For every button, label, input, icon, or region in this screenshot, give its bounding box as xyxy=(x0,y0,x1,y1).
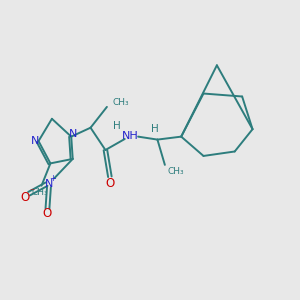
Text: CH₃: CH₃ xyxy=(112,98,129,107)
Text: N: N xyxy=(69,129,77,139)
Text: H: H xyxy=(113,121,121,131)
Text: H: H xyxy=(151,124,159,134)
Text: CH₃: CH₃ xyxy=(168,167,184,176)
Text: N: N xyxy=(45,179,53,189)
Text: N: N xyxy=(31,136,39,146)
Text: ⁻: ⁻ xyxy=(29,188,34,197)
Text: NH: NH xyxy=(122,131,139,141)
Text: O: O xyxy=(43,207,52,220)
Text: +: + xyxy=(49,174,56,183)
Text: CH₃: CH₃ xyxy=(32,188,48,197)
Text: O: O xyxy=(20,191,30,204)
Text: O: O xyxy=(105,177,115,190)
